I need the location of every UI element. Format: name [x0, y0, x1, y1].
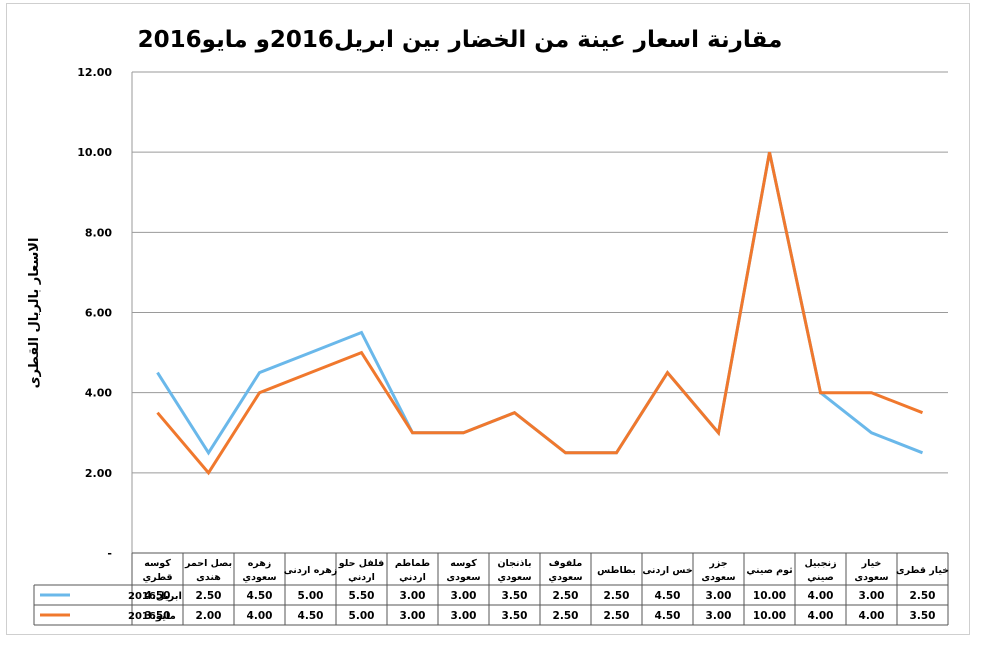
category-label: صيني	[807, 572, 834, 583]
category-label: زهره اردنى	[284, 565, 338, 576]
data-value-label: 3.00	[400, 590, 426, 602]
data-value-label: 5.00	[298, 590, 324, 602]
data-value-label: 3.00	[706, 590, 732, 602]
legend-label: ابريل2016	[128, 591, 182, 602]
category-label: ثوم صيني	[746, 565, 792, 576]
category-label: سعودى	[854, 572, 888, 583]
data-value-label: 4.50	[145, 590, 171, 602]
legend-label: مايو2016	[128, 611, 176, 622]
data-value-label: 4.50	[655, 590, 681, 602]
series-line	[156, 151, 924, 456]
category-label: سعودي	[548, 572, 582, 583]
data-value-label: 2.50	[604, 590, 630, 602]
data-value-label: 2.50	[553, 610, 579, 622]
data-value-label: 4.00	[808, 610, 834, 622]
category-label: خيار	[861, 558, 882, 569]
y-tick-label: 8.00	[85, 226, 112, 239]
y-tick-label: 4.00	[85, 387, 112, 400]
data-value-label: 3.00	[859, 590, 885, 602]
category-label: باذنجان	[497, 558, 531, 569]
data-value-label: 10.00	[753, 590, 786, 602]
category-label: زنجبيل	[804, 558, 836, 569]
category-label: سعودي	[242, 572, 276, 583]
category-label: كوسه	[450, 558, 477, 569]
y-tick-labels: - 2.00 4.00 6.00 8.00 10.00 12.00	[77, 66, 112, 560]
category-label: سعودى	[446, 572, 480, 583]
y-axis-label: الاسعار بالريال القطرى	[27, 238, 42, 389]
category-label: بطاطس	[597, 565, 636, 576]
data-value-label: 2.50	[196, 590, 222, 602]
data-value-label: 3.00	[451, 610, 477, 622]
chart-title: مقارنة اسعار عينة من الخضار بين ابريل201…	[138, 27, 783, 53]
category-label: جزر	[708, 558, 727, 569]
y-tick-label: 10.00	[77, 146, 112, 159]
category-label: قطري	[142, 572, 172, 583]
category-label: كوسه	[144, 558, 171, 569]
data-value-label: 3.50	[502, 610, 528, 622]
category-label: اردني	[348, 572, 375, 583]
category-label: فلفل حلو	[338, 558, 384, 569]
y-tick-label: -	[107, 547, 112, 560]
series-line	[156, 151, 924, 476]
category-label: هندى	[196, 572, 221, 583]
y-tick-label: 6.00	[85, 307, 112, 320]
data-value-label: 5.50	[349, 590, 375, 602]
data-value-label: 4.00	[247, 610, 273, 622]
data-value-label: 4.50	[247, 590, 273, 602]
data-value-label: 2.50	[553, 590, 579, 602]
gridlines	[131, 71, 948, 553]
chart-frame	[6, 3, 970, 635]
y-tick-label: 2.00	[85, 467, 112, 480]
category-label: سعودي	[497, 572, 531, 583]
category-label: اردني	[399, 572, 426, 583]
data-value-label: 10.00	[753, 610, 786, 622]
category-label: زهره	[248, 558, 272, 569]
data-value-label: 2.50	[910, 590, 936, 602]
data-value-label: 4.00	[859, 610, 885, 622]
category-label: بصل احمر	[184, 558, 232, 569]
data-table: كوسه قطري بصل احمر هندى زهره سعودي زهره اردنىف…	[33, 552, 949, 626]
data-value-label: 3.00	[706, 610, 732, 622]
data-value-label: 4.50	[655, 610, 681, 622]
data-value-label: 5.00	[349, 610, 375, 622]
data-value-label: 3.00	[400, 610, 426, 622]
data-value-label: 3.00	[451, 590, 477, 602]
data-value-label: 3.50	[145, 610, 171, 622]
data-value-label: 2.50	[604, 610, 630, 622]
y-tick-label: 12.00	[77, 66, 112, 79]
series-lines	[156, 151, 924, 476]
category-label: خيار قطرى	[896, 565, 949, 576]
data-value-label: 4.50	[298, 610, 324, 622]
data-value-label: 2.00	[196, 610, 222, 622]
data-value-label: 4.00	[808, 590, 834, 602]
data-value-label: 3.50	[910, 610, 936, 622]
data-value-label: 3.50	[502, 590, 528, 602]
category-label: طماطم	[395, 558, 430, 569]
category-label: ملفوف	[549, 558, 583, 569]
category-label: خس اردنى	[642, 565, 692, 576]
category-label: سعودى	[701, 572, 735, 583]
